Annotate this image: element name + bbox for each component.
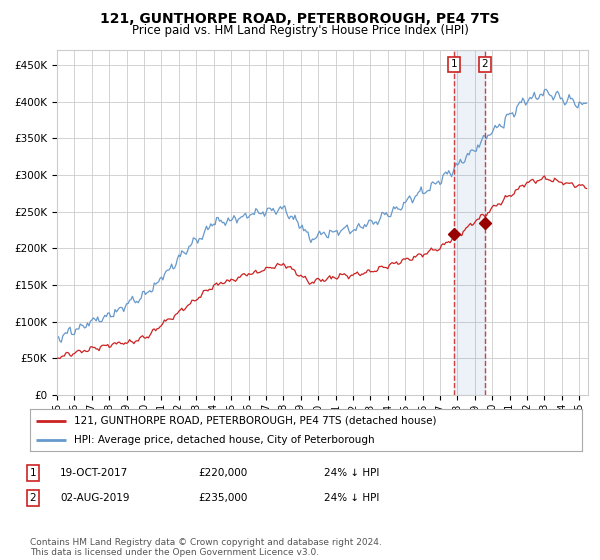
Text: 1: 1 <box>451 59 457 69</box>
Text: £220,000: £220,000 <box>198 468 247 478</box>
Text: 2: 2 <box>29 493 37 503</box>
Text: 121, GUNTHORPE ROAD, PETERBOROUGH, PE4 7TS: 121, GUNTHORPE ROAD, PETERBOROUGH, PE4 7… <box>100 12 500 26</box>
Text: 121, GUNTHORPE ROAD, PETERBOROUGH, PE4 7TS (detached house): 121, GUNTHORPE ROAD, PETERBOROUGH, PE4 7… <box>74 416 437 426</box>
Text: 19-OCT-2017: 19-OCT-2017 <box>60 468 128 478</box>
Text: 1: 1 <box>29 468 37 478</box>
Text: 24% ↓ HPI: 24% ↓ HPI <box>324 493 379 503</box>
Text: 02-AUG-2019: 02-AUG-2019 <box>60 493 130 503</box>
Text: £235,000: £235,000 <box>198 493 247 503</box>
Text: HPI: Average price, detached house, City of Peterborough: HPI: Average price, detached house, City… <box>74 435 375 445</box>
Text: 24% ↓ HPI: 24% ↓ HPI <box>324 468 379 478</box>
Text: Contains HM Land Registry data © Crown copyright and database right 2024.
This d: Contains HM Land Registry data © Crown c… <box>30 538 382 557</box>
Text: Price paid vs. HM Land Registry's House Price Index (HPI): Price paid vs. HM Land Registry's House … <box>131 24 469 36</box>
Bar <box>454 50 485 395</box>
Text: 2: 2 <box>482 59 488 69</box>
